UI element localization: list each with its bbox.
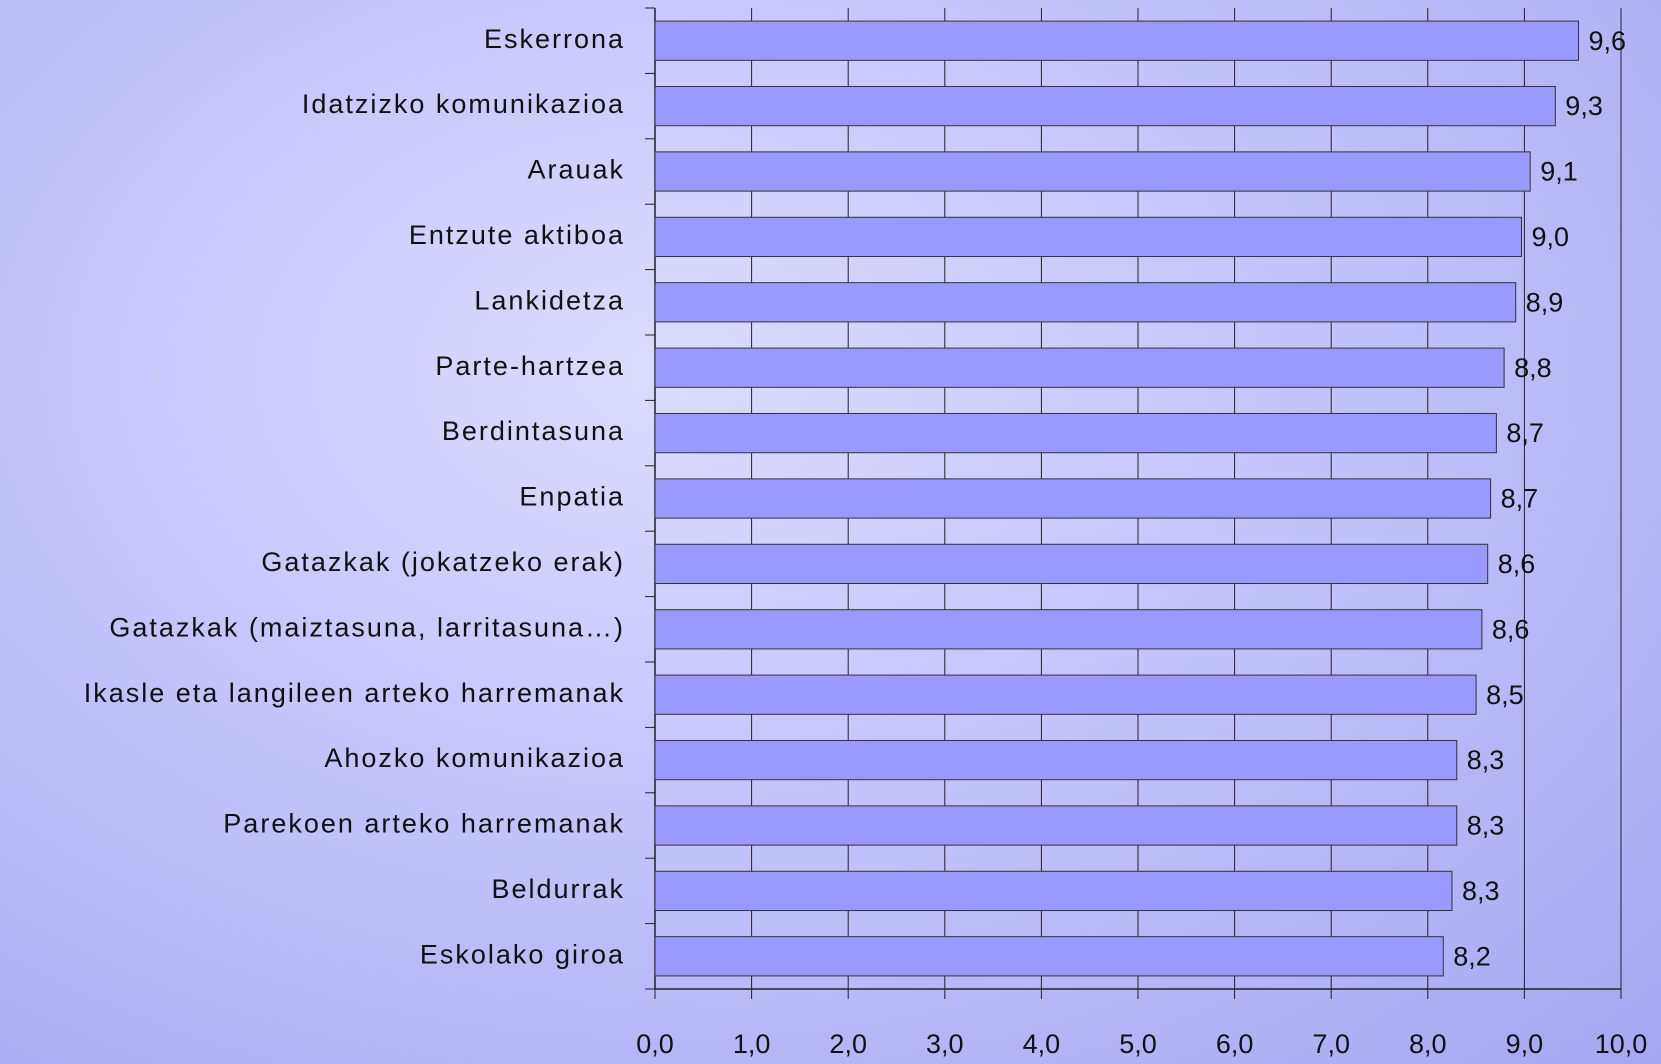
x-tick-label: 1,0 bbox=[733, 1029, 771, 1059]
value-label: 9,0 bbox=[1532, 222, 1570, 252]
category-label: Eskolako giroa bbox=[420, 939, 625, 969]
x-tick-label: 5,0 bbox=[1119, 1029, 1157, 1059]
category-label: Gatazkak (maiztasuna, larritasuna…) bbox=[109, 612, 625, 642]
bar bbox=[654, 478, 1492, 519]
x-tick-label: 6,0 bbox=[1216, 1029, 1254, 1059]
bar bbox=[654, 85, 1556, 127]
bar bbox=[654, 674, 1477, 715]
value-label: 8,7 bbox=[1506, 418, 1544, 448]
bar bbox=[654, 543, 1489, 585]
category-label: Lankidetza bbox=[474, 285, 625, 315]
bar bbox=[654, 20, 1579, 61]
x-tick-label: 0,0 bbox=[636, 1029, 674, 1059]
category-label: Entzute aktiboa bbox=[409, 220, 625, 250]
value-label: 8,5 bbox=[1486, 680, 1524, 710]
value-label: 8,8 bbox=[1514, 353, 1552, 383]
category-label: Arauak bbox=[527, 155, 625, 185]
x-tick-label: 8,0 bbox=[1409, 1029, 1447, 1059]
category-label: Parte-hartzea bbox=[435, 351, 625, 381]
bar bbox=[654, 412, 1497, 454]
x-tick-label: 2,0 bbox=[829, 1029, 867, 1059]
x-tick-label: 10,0 bbox=[1595, 1029, 1648, 1059]
value-label: 8,3 bbox=[1467, 811, 1505, 841]
value-label: 8,6 bbox=[1492, 614, 1530, 644]
value-label: 8,9 bbox=[1526, 287, 1564, 317]
category-label: Beldurrak bbox=[491, 874, 625, 904]
x-tick-label: 7,0 bbox=[1312, 1029, 1350, 1059]
value-label: 9,3 bbox=[1565, 91, 1603, 121]
bar bbox=[654, 870, 1453, 912]
bar bbox=[654, 151, 1531, 192]
category-label: Ikasle eta langileen arteko harremanak bbox=[84, 678, 625, 708]
bar bbox=[654, 347, 1505, 388]
bar bbox=[654, 609, 1483, 650]
bar bbox=[654, 216, 1523, 258]
bar bbox=[654, 282, 1517, 323]
x-tick-label: 9,0 bbox=[1506, 1029, 1544, 1059]
value-label: 9,1 bbox=[1540, 157, 1578, 187]
category-label: Ahozko komunikazioa bbox=[324, 743, 625, 773]
category-label: Gatazkak (jokatzeko erak) bbox=[261, 547, 625, 577]
x-tick-label: 4,0 bbox=[1023, 1029, 1061, 1059]
bar bbox=[654, 739, 1458, 781]
category-label: Eskerrona bbox=[484, 24, 625, 54]
value-label: 8,7 bbox=[1501, 484, 1539, 514]
value-label: 9,6 bbox=[1588, 26, 1626, 56]
x-tick-label: 3,0 bbox=[926, 1029, 964, 1059]
category-label: Berdintasuna bbox=[442, 416, 625, 446]
category-label: Enpatia bbox=[519, 482, 625, 512]
bar bbox=[654, 936, 1444, 977]
category-label: Parekoen arteko harremanak bbox=[223, 809, 625, 839]
category-label: Idatzizko komunikazioa bbox=[302, 89, 625, 119]
value-label: 8,2 bbox=[1453, 941, 1491, 971]
value-label: 8,6 bbox=[1498, 549, 1536, 579]
value-label: 8,3 bbox=[1467, 745, 1505, 775]
value-label: 8,3 bbox=[1462, 876, 1500, 906]
bar bbox=[654, 805, 1458, 846]
